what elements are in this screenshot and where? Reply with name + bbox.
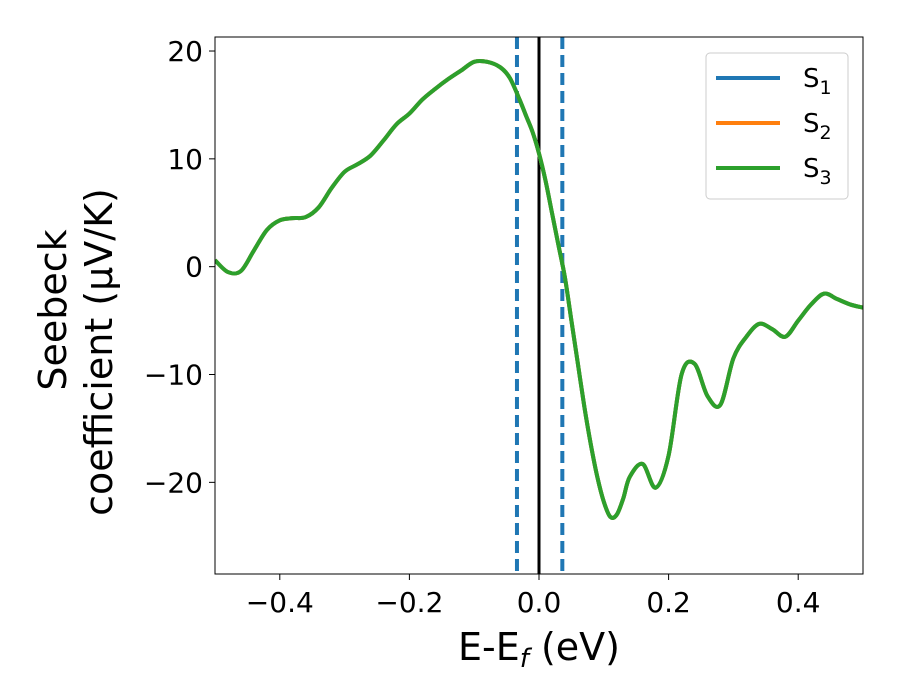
series-group (215, 58, 863, 520)
x-tick-label: −0.2 (375, 586, 443, 619)
y-tick-label: 10 (167, 143, 203, 176)
x-tick-label: 0.0 (517, 586, 562, 619)
y-tick-label: −10 (144, 359, 203, 392)
y-tick-label: −20 (144, 466, 203, 499)
legend-label-S2: S2 (803, 109, 832, 144)
x-axis-label: E-Ef (eV) (458, 625, 620, 674)
y-tick-label: 20 (167, 35, 203, 68)
y-tick-label: 0 (185, 251, 203, 284)
series-line-S3 (215, 58, 863, 520)
x-axis: −0.4 −0.2 0.0 0.2 0.4 (246, 574, 821, 619)
legend-label-S1: S1 (803, 64, 832, 99)
x-tick-label: −0.4 (246, 586, 314, 619)
y-axis-label-line2: coefficient (μV/K) (77, 188, 121, 516)
x-axis-label-main: E-E (458, 625, 520, 669)
y-axis-label-line1: Seebeck (31, 229, 75, 390)
legend-frame (705, 52, 849, 200)
reference-lines (514, 37, 565, 574)
x-tick-label: 0.4 (776, 586, 821, 619)
y-axis: 20 10 0 −10 −20 (144, 35, 215, 499)
legend-label-S3: S3 (803, 154, 832, 189)
legend: S1 S2 S3 (705, 52, 849, 200)
x-tick-label: 0.2 (646, 586, 691, 619)
x-axis-label-unit: (eV) (529, 625, 620, 669)
